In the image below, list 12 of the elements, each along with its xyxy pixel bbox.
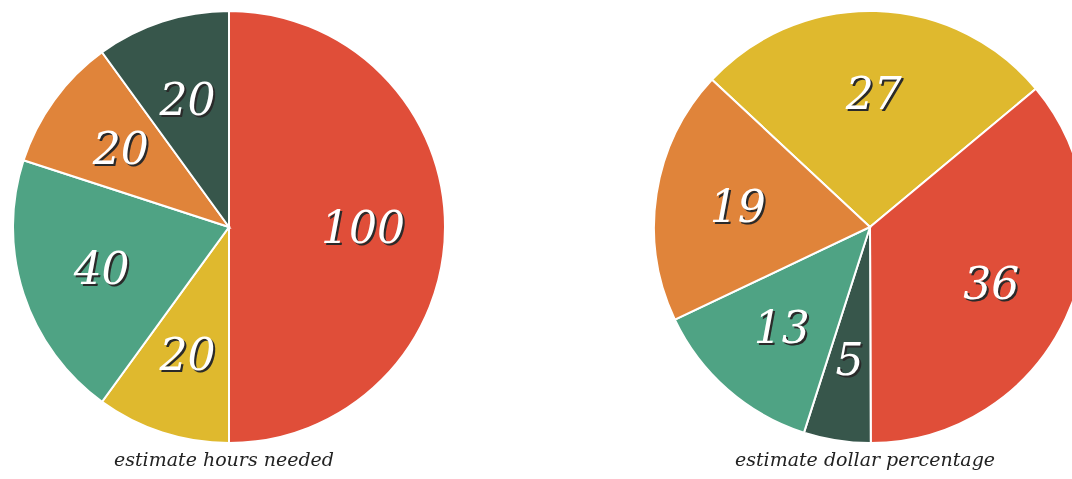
data-label: 19: [709, 181, 766, 233]
text: estimate hours needed: [112, 448, 336, 470]
data-label: 20: [91, 122, 149, 174]
data-label: 27: [844, 67, 902, 119]
data-label: 20: [158, 74, 216, 126]
data-label: 13: [753, 302, 810, 354]
data-label: 20: [158, 328, 216, 380]
data-label: 5: [835, 333, 864, 385]
data-label: 40: [72, 242, 130, 294]
data-label: 100: [320, 201, 405, 253]
text: estimate dollar percentage: [733, 448, 997, 470]
data-label: 36: [963, 258, 1020, 310]
